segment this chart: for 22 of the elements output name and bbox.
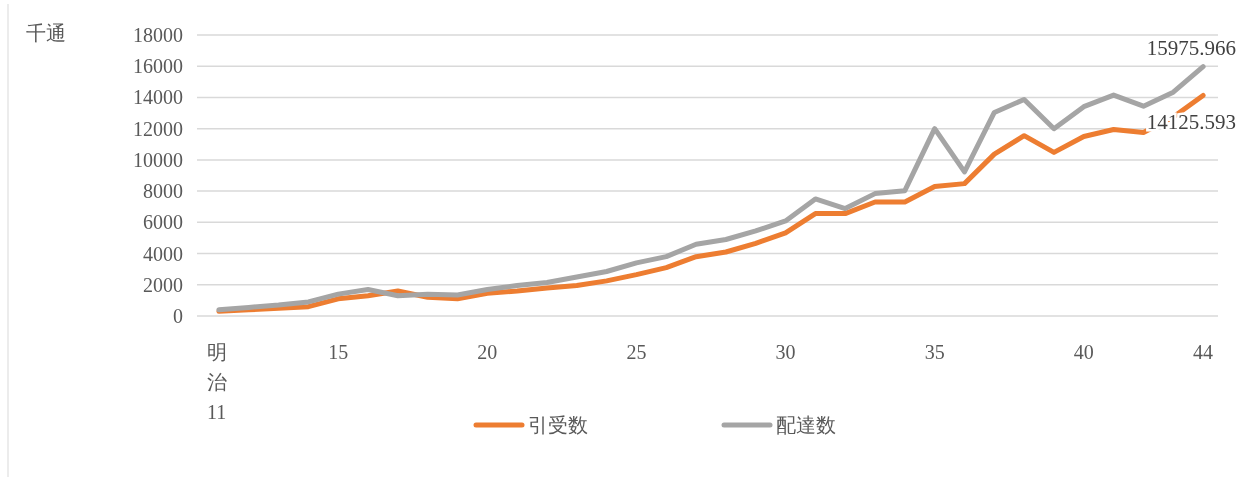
y-tick-label: 6000 [143,211,183,234]
x-tick-label: 20 [477,341,498,363]
y-tick-label: 18000 [133,24,183,46]
y-tick-label: 16000 [133,55,183,78]
y-tick-label: 0 [173,305,183,327]
legend-label: 配達数 [776,413,836,437]
x-tick-label: 35 [924,341,945,363]
y-axis-title: 千通 [26,21,66,45]
x-tick-label: 30 [775,341,796,363]
x-tick-label: 44 [1193,341,1214,363]
y-tick-label: 2000 [143,273,183,296]
y-tick-label: 14000 [133,86,183,109]
x-tick-label: 40 [1073,341,1094,363]
x-tick-label: 25 [626,341,647,363]
data-label: 15975.966 [1146,35,1236,60]
legend-label: 引受数 [528,413,588,437]
y-tick-label: 12000 [133,117,183,140]
y-tick-label: 8000 [143,180,183,203]
y-tick-label: 10000 [133,148,183,171]
x-tick-label: 明治11 [206,341,227,423]
y-tick-label: 4000 [143,242,183,265]
x-tick-label: 15 [328,341,349,363]
